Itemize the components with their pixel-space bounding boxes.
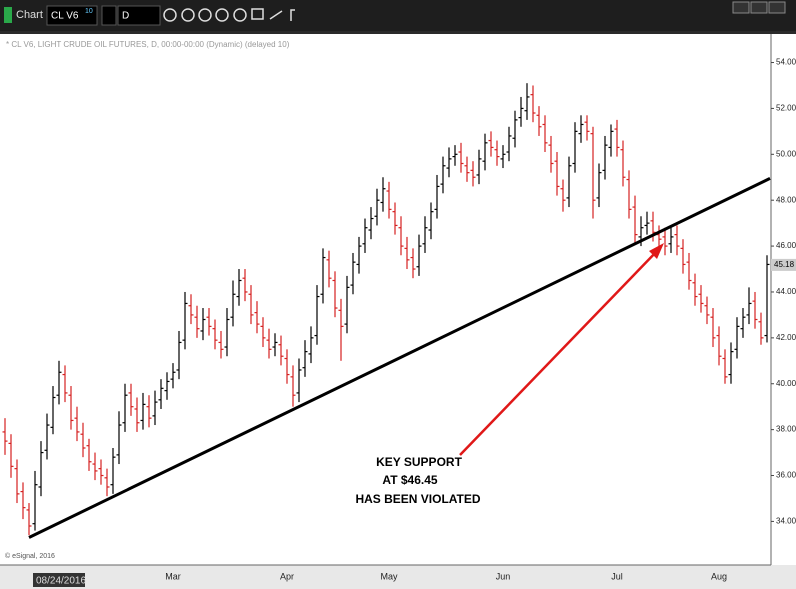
price-axis — [771, 34, 796, 565]
minimize-button[interactable] — [750, 1, 768, 14]
chart-info: * CL V6, LIGHT CRUDE OIL FUTURES, D, 00:… — [6, 40, 290, 49]
refresh-icon[interactable] — [181, 8, 195, 22]
symbol-box[interactable] — [46, 5, 98, 26]
y-tick-label: 54.00 — [776, 58, 796, 67]
y-tick-label: 38.00 — [776, 425, 796, 434]
x-tick-label: Mar — [165, 571, 181, 581]
date-box — [33, 573, 85, 587]
chat-icon[interactable] — [251, 8, 264, 20]
toolbar-border — [0, 31, 796, 34]
x-tick-label: Jun — [496, 571, 511, 581]
toolbar-icons — [163, 8, 295, 22]
y-tick-label: 42.00 — [776, 333, 796, 342]
help-button[interactable] — [732, 1, 750, 14]
y-tick-label: 44.00 — [776, 287, 796, 296]
copyright: © eSignal, 2016 — [5, 552, 55, 560]
x-tick-label: Apr — [280, 571, 294, 581]
y-tick-label: 52.00 — [776, 104, 796, 113]
annotation-arrow — [459, 249, 659, 456]
y-tick-label: 40.00 — [776, 379, 796, 388]
interval-box[interactable] — [117, 5, 161, 26]
facebook-icon[interactable] — [290, 9, 295, 21]
y-tick-label: 48.00 — [776, 195, 796, 204]
x-tick-label: Jul — [611, 571, 623, 581]
twitter-icon[interactable] — [269, 10, 283, 20]
y-tick-label: 36.00 — [776, 471, 796, 480]
redo-icon[interactable] — [198, 8, 212, 22]
x-tick-label: Aug — [711, 571, 727, 581]
window-title: Chart — [16, 9, 43, 21]
plot-area — [0, 34, 771, 565]
app-icon — [4, 7, 12, 23]
y-tick-label: 34.00 — [776, 517, 796, 526]
maximize-button[interactable] — [768, 1, 786, 14]
y-tick-label: 46.00 — [776, 241, 796, 250]
date-label: 08/24/2016 — [36, 576, 86, 587]
last-price-label: 45.18 — [774, 260, 795, 269]
arrow-head — [649, 243, 664, 259]
link-button[interactable] — [101, 5, 117, 26]
symbol: CL V6 — [51, 11, 79, 22]
y-tick-label: 50.00 — [776, 149, 796, 158]
symbol-badge: 10 — [85, 8, 93, 15]
last-price-box — [771, 258, 796, 271]
clock-icon[interactable] — [215, 8, 229, 22]
interval: D — [122, 11, 129, 22]
x-tick-label: May — [380, 571, 398, 581]
annotation-text: AT $46.45 — [382, 473, 437, 487]
search-icon[interactable] — [163, 8, 177, 22]
annotation-text: HAS BEEN VIOLATED — [355, 492, 480, 506]
trendline — [28, 177, 771, 539]
time-axis — [0, 565, 796, 589]
zoom-icon[interactable] — [233, 8, 247, 22]
annotation-text: KEY SUPPORT — [376, 455, 462, 469]
